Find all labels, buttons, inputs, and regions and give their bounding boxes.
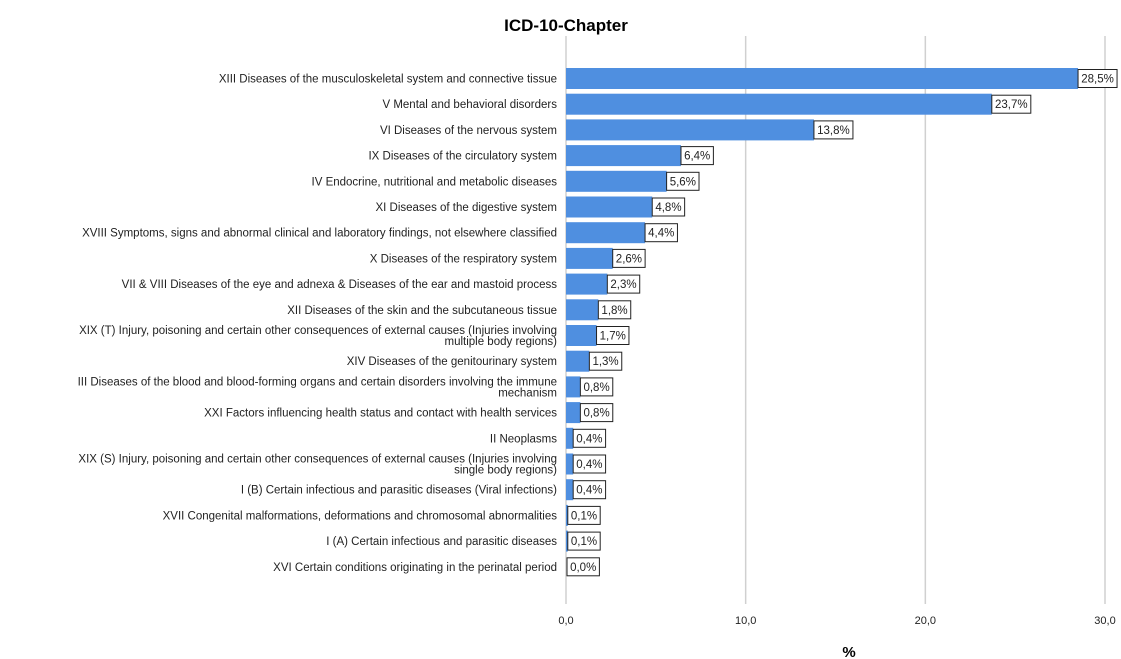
bar	[566, 247, 613, 269]
category-label: IV Endocrine, nutritional and metabolic …	[312, 176, 558, 188]
category-label: XIX (S) Injury, poisoning and certain ot…	[78, 454, 557, 477]
bar	[566, 504, 568, 526]
data-label-box	[572, 480, 607, 500]
category-label: X Diseases of the respiratory system	[370, 253, 557, 265]
data-label: 0,4%	[576, 433, 602, 445]
data-label: 4,8%	[655, 202, 681, 214]
category-label: VI Diseases of the nervous system	[380, 125, 557, 137]
data-label: 23,7%	[995, 99, 1028, 111]
data-label: 5,6%	[670, 176, 696, 188]
data-label: 28,5%	[1081, 74, 1114, 86]
data-label-box	[606, 274, 641, 294]
data-label-box	[813, 120, 854, 140]
data-labels: 28,5% 23,7% 13,8% 6,4% 5,6% 4,8% 4,4% 2,6% 2,3% 1…	[566, 69, 1118, 577]
category-label: VII & VIII Diseases of the eye and adnex…	[122, 279, 558, 291]
bar	[566, 402, 581, 424]
category-label: V Mental and behavioral disorders	[382, 99, 557, 111]
bar	[566, 453, 574, 475]
data-label-box	[572, 454, 607, 474]
category-label: II Neoplasms	[490, 433, 557, 445]
data-label: 0,1%	[571, 536, 597, 548]
category-label: XIX (T) Injury, poisoning and certain ot…	[79, 325, 557, 348]
category-label: I (A) Certain infectious and parasitic d…	[326, 536, 557, 548]
bar	[566, 196, 653, 218]
data-label: 2,6%	[616, 253, 642, 265]
data-label: 0,4%	[576, 459, 602, 471]
bar	[566, 273, 608, 295]
category-label: XVI Certain conditions originating in th…	[273, 562, 557, 574]
x-axis-label: %	[842, 644, 855, 659]
x-tick-label: 10,0	[735, 615, 756, 627]
category-label: XII Diseases of the skin and the subcuta…	[287, 305, 557, 317]
bar	[566, 427, 574, 449]
data-label: 1,7%	[600, 331, 626, 343]
data-label: 13,8%	[817, 125, 850, 137]
data-label-box	[566, 557, 600, 577]
category-label: I (B) Certain infectious and parasitic d…	[241, 485, 557, 497]
data-label: 0,8%	[583, 382, 609, 394]
bar	[566, 299, 599, 321]
data-label-box	[1077, 69, 1118, 88]
data-label-box	[651, 197, 686, 217]
data-label: 1,3%	[592, 356, 618, 368]
data-label-box	[567, 505, 601, 525]
bar	[566, 376, 581, 398]
bar	[566, 170, 667, 192]
data-label-box	[596, 326, 630, 345]
x-axis-ticks: 0,0 10,0 20,0 30,0	[558, 615, 1115, 627]
category-label: XIV Diseases of the genitourinary system	[347, 356, 557, 368]
category-label: XI Diseases of the digestive system	[375, 202, 557, 214]
data-label: 0,4%	[576, 485, 602, 497]
data-label-box	[588, 351, 623, 371]
data-label-box	[579, 403, 614, 423]
x-tick-label: 20,0	[915, 615, 936, 627]
chart-title: ICD-10-Chapter	[504, 16, 628, 35]
bar	[566, 68, 1079, 89]
data-label-box	[644, 223, 678, 243]
data-label: 6,4%	[684, 151, 710, 163]
category-label: XVIII Symptoms, signs and abnormal clini…	[82, 228, 557, 240]
data-label-box	[680, 146, 714, 166]
data-label-box	[572, 428, 607, 448]
data-label-box	[579, 377, 614, 397]
data-label-box	[597, 300, 632, 320]
data-label: 0,8%	[583, 408, 609, 420]
bar	[566, 530, 568, 552]
data-label: 2,3%	[610, 279, 636, 291]
x-tick-label: 0,0	[558, 615, 573, 627]
data-label-box	[567, 531, 601, 551]
category-labels: XIII Diseases of the musculoskeletal sys…	[78, 74, 558, 574]
data-label: 4,4%	[648, 228, 674, 240]
x-tick-label: 30,0	[1094, 615, 1115, 627]
category-label: IX Diseases of the circulatory system	[368, 151, 557, 163]
bar	[566, 479, 574, 501]
category-label: XVII Congenital malformations, deformati…	[163, 510, 558, 522]
data-label-box	[666, 171, 700, 191]
bar	[566, 222, 646, 244]
data-label: 0,0%	[570, 562, 596, 574]
bars	[566, 68, 1079, 552]
data-label-box	[612, 248, 646, 268]
category-label: XIII Diseases of the musculoskeletal sys…	[219, 74, 557, 86]
data-label: 1,8%	[601, 305, 627, 317]
bar	[566, 350, 590, 372]
bar	[566, 145, 681, 167]
bar	[566, 93, 992, 115]
category-label: XXI Factors influencing health status an…	[204, 408, 557, 420]
data-label-box	[991, 94, 1032, 114]
data-label: 0,1%	[571, 510, 597, 522]
bar	[566, 325, 597, 346]
bar	[566, 119, 814, 141]
category-label: III Diseases of the blood and blood-form…	[78, 376, 557, 399]
